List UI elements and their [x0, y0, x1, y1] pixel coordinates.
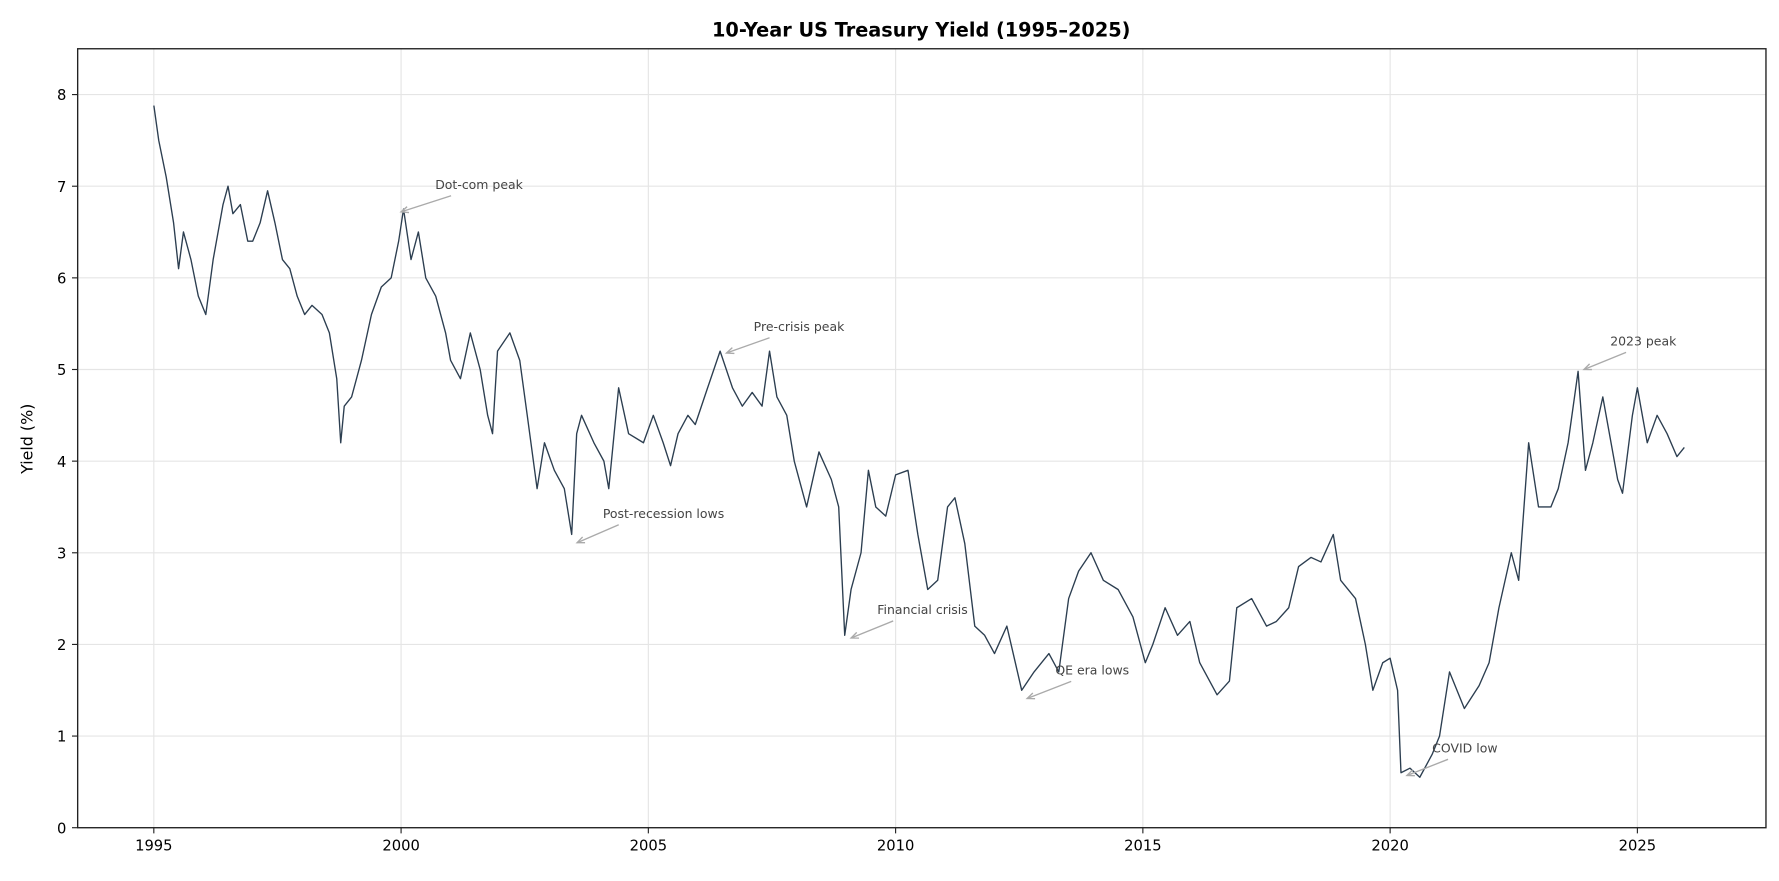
annotation-arrow	[1406, 758, 1449, 777]
y-tick-label: 4	[57, 454, 66, 471]
y-tick-label: 1	[57, 729, 66, 746]
grid	[77, 48, 1766, 829]
annotation-arrowhead	[1405, 769, 1415, 777]
annotation-label: Post-recession lows	[603, 506, 724, 521]
annotation-arrow	[400, 195, 452, 213]
x-tick-label: 2020	[1371, 837, 1409, 854]
ticks: 1995 2000 2005 2010 2015 2020 2025 0 1 2 3 4 5 6 7 8	[57, 87, 1656, 854]
annotation-arrowhead	[849, 631, 860, 639]
x-tick-label: 2000	[382, 837, 420, 854]
annotation-arrowhead	[1582, 363, 1592, 371]
x-tick-label: 2025	[1619, 837, 1657, 854]
annotation-arrowhead	[1025, 692, 1036, 700]
y-tick-label: 5	[57, 362, 66, 379]
annotation-arrow	[1583, 351, 1627, 371]
chart-title: 10-Year US Treasury Yield (1995–2025)	[712, 18, 1130, 41]
x-tick-label: 1995	[135, 837, 173, 854]
annotation-arrowhead	[399, 206, 410, 214]
annotation-label: Pre-crisis peak	[754, 319, 845, 334]
annotation-label: 2023 peak	[1610, 334, 1677, 349]
y-tick-label: 6	[57, 271, 66, 288]
plot-frame	[76, 48, 1767, 829]
annotation-arrow	[576, 524, 619, 544]
annotation-arrow	[1026, 680, 1072, 700]
y-tick-label: 8	[57, 87, 66, 104]
annotation-arrow	[850, 620, 894, 639]
y-tick-label: 3	[57, 545, 66, 562]
y-tick-label: 0	[57, 820, 66, 837]
annotation-label: QE era lows	[1055, 663, 1129, 678]
x-tick-label: 2005	[630, 837, 668, 854]
y-tick-label: 7	[57, 179, 66, 196]
x-tick-label: 2015	[1124, 837, 1162, 854]
y-tick-label: 2	[57, 637, 66, 654]
annotation-arrowhead	[575, 536, 586, 544]
annotation-label: Dot-com peak	[435, 177, 523, 192]
annotation-label: COVID low	[1432, 741, 1497, 756]
annotation-label: Financial crisis	[877, 602, 967, 617]
annotation-arrowhead	[724, 347, 735, 355]
x-tick-label: 2010	[877, 837, 915, 854]
yield-line	[153, 105, 1685, 778]
annotation-arrow	[726, 337, 770, 354]
y-axis-label: Yield (%)	[17, 404, 36, 475]
annotations: Dot-com peak Pre-crisis peak Post-recessio…	[399, 177, 1677, 777]
series-layer	[153, 105, 1685, 778]
